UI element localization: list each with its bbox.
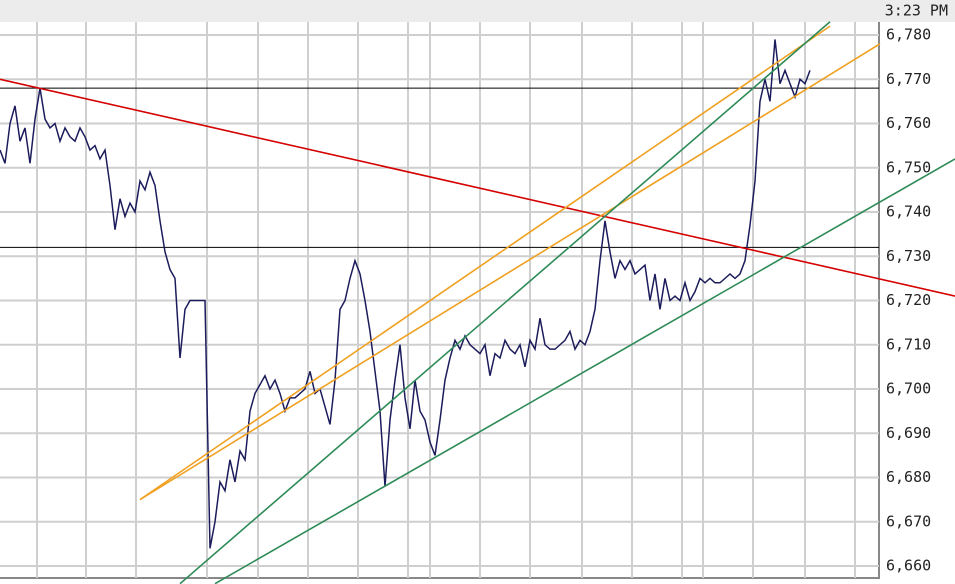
y-tick-label: 6,750 [886,158,931,176]
y-tick-label: 6,730 [886,247,931,265]
y-tick-label: 6,680 [886,468,931,486]
price-line [0,39,811,549]
y-tick-label: 6,700 [886,380,931,398]
y-tick-label: 6,660 [886,557,931,575]
time-label: 3:23 PM [885,2,948,20]
grid-group [0,22,879,578]
trend-line [139,25,831,501]
trend-line [0,78,955,297]
trend-line [139,43,881,501]
y-tick-label: 6,780 [886,26,931,44]
header-bar [0,0,955,22]
trend-line [179,21,831,584]
y-tick-label: 6,690 [886,424,931,442]
y-tick-label: 6,740 [886,203,931,221]
y-tick-label: 6,670 [886,512,931,530]
y-tick-label: 6,720 [886,291,931,309]
y-tick-label: 6,710 [886,335,931,353]
trend-line [214,158,955,584]
y-tick-label: 6,770 [886,70,931,88]
y-tick-label: 6,760 [886,114,931,132]
